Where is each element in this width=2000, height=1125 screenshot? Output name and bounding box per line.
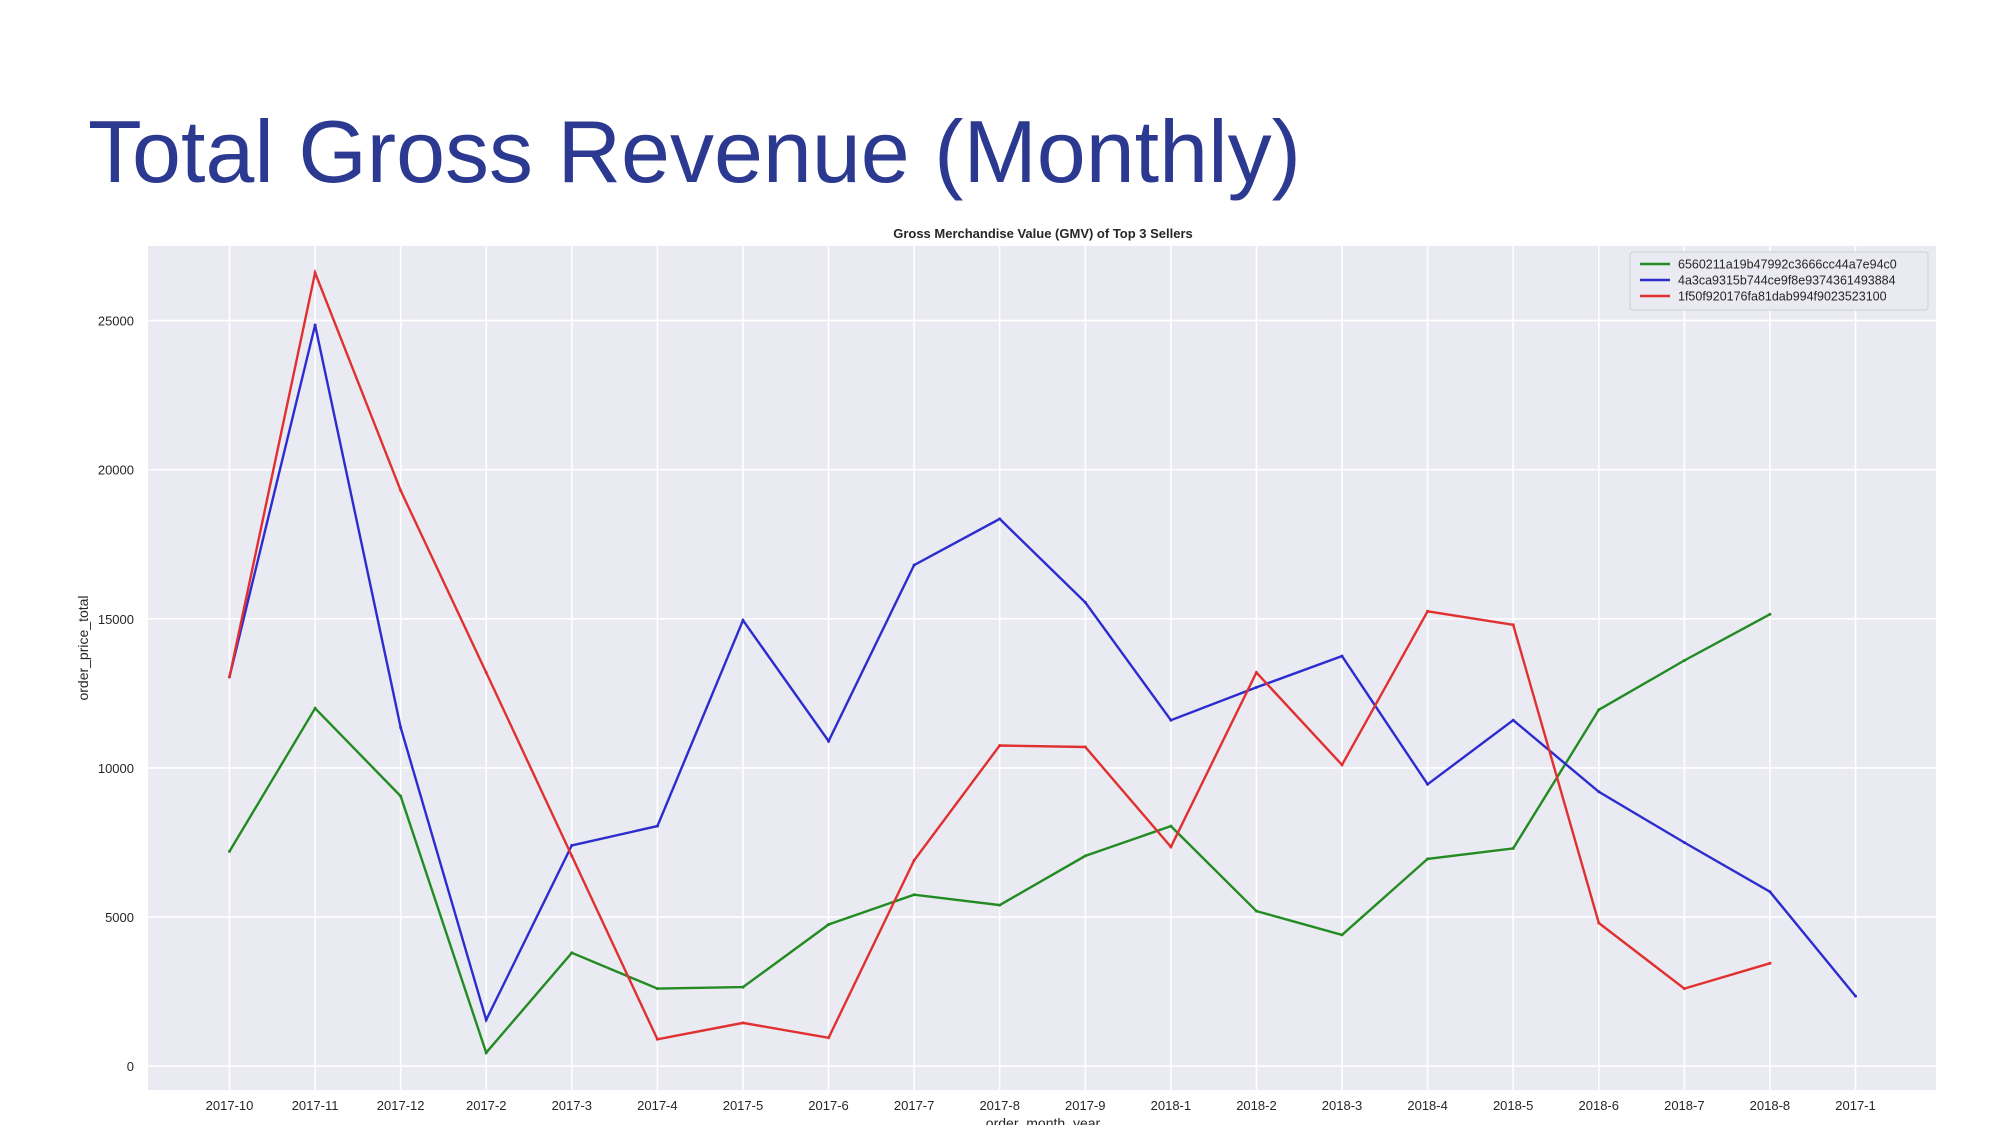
x-tick-label: 2017-11 (292, 1098, 339, 1113)
legend-box (1629, 251, 1929, 311)
x-tick-label: 2017-8 (979, 1098, 1019, 1113)
data-point-series-1 (484, 1051, 488, 1055)
data-point-series-3 (399, 489, 403, 493)
data-point-series-2 (1768, 890, 1772, 894)
x-tick-label: 2017-6 (808, 1098, 848, 1113)
data-point-series-1 (1169, 824, 1173, 828)
x-tick-label: 2017-1 (1835, 1098, 1875, 1113)
data-point-series-1 (313, 706, 317, 710)
data-point-series-2 (399, 726, 403, 730)
data-point-series-2 (998, 517, 1002, 521)
data-point-series-1 (912, 893, 916, 897)
data-point-series-1 (1597, 708, 1601, 712)
x-tick-label: 2017-9 (1065, 1098, 1105, 1113)
data-point-series-1 (1511, 846, 1515, 850)
data-point-series-1 (1083, 854, 1087, 858)
x-tick-label: 2018-2 (1236, 1098, 1276, 1113)
x-axis-label: order_month_year (986, 1115, 1101, 1125)
x-tick-label: 2018-4 (1407, 1098, 1447, 1113)
data-point-series-3 (827, 1036, 831, 1040)
data-point-series-1 (655, 987, 659, 991)
y-axis-label: order_price_total (75, 595, 91, 700)
data-point-series-1 (1426, 857, 1430, 861)
legend-label: 4a3ca9315b744ce9f8e9374361493884 (1678, 274, 1896, 288)
y-tick-label: 20000 (98, 463, 134, 478)
y-tick-label: 10000 (98, 761, 134, 776)
data-point-series-2 (1682, 841, 1686, 844)
data-point-series-2 (1511, 718, 1515, 722)
data-point-series-1 (570, 951, 574, 955)
data-point-series-3 (998, 744, 1002, 747)
data-point-series-3 (313, 271, 317, 275)
series-line-2 (228, 324, 1857, 1024)
data-point-series-1 (827, 923, 831, 926)
x-tick-label: 2017-5 (723, 1098, 763, 1113)
data-point-series-1 (1340, 933, 1344, 937)
x-tick-label: 2018-7 (1664, 1098, 1704, 1113)
x-tick-label: 2018-1 (1151, 1098, 1191, 1113)
data-point-series-2 (1340, 654, 1344, 658)
x-tick-label: 2017-2 (466, 1098, 506, 1113)
x-tick-label: 2018-5 (1493, 1098, 1533, 1113)
data-point-series-3 (570, 854, 574, 858)
data-point-series-2 (827, 739, 831, 743)
gmv-line-chart: 0 5000 10000 15000 20000 25000 2017-10 2017-11 2… (75, 226, 1936, 1125)
data-point-series-3 (1169, 845, 1173, 849)
data-point-series-3 (1511, 623, 1515, 627)
data-point-series-3 (1682, 987, 1686, 991)
x-tick-label: 2017-10 (206, 1098, 254, 1113)
data-point-series-3 (912, 858, 916, 862)
y-tick-label: 5000 (105, 910, 134, 925)
data-point-series-2 (1254, 685, 1258, 689)
data-point-series-3 (1083, 745, 1087, 749)
data-point-series-2 (1854, 994, 1857, 998)
data-point-series-1 (1682, 659, 1686, 662)
data-point-series-3 (1254, 671, 1258, 674)
data-point-series-2 (1169, 718, 1173, 722)
x-tick-label: 2018-6 (1579, 1098, 1619, 1113)
data-point-series-2 (313, 323, 317, 327)
data-point-series-2 (1083, 600, 1087, 604)
data-point-series-1 (998, 903, 1002, 907)
chart-title: Gross Merchandise Value (GMV) of Top 3 S… (893, 226, 1193, 241)
data-point-series-1 (1254, 909, 1258, 913)
data-point-series-1 (399, 794, 403, 798)
y-tick-label: 25000 (98, 314, 134, 329)
x-tick-label: 2018-8 (1750, 1098, 1790, 1113)
x-tick-label: 2018-3 (1322, 1098, 1362, 1113)
legend-label: 1f50f920176fa81dab994f9023523100 (1678, 290, 1887, 304)
x-tick-label: 2017-7 (894, 1098, 934, 1113)
data-point-series-2 (741, 618, 745, 622)
data-point-series-2 (912, 563, 916, 567)
x-tick-label: 2017-12 (377, 1098, 425, 1113)
data-point-series-1 (741, 985, 745, 989)
data-point-series-2 (484, 1018, 488, 1022)
data-point-series-1 (228, 849, 231, 853)
slide-title: Total Gross Revenue (Monthly) (88, 102, 1301, 201)
legend-label: 6560211a19b47992c3666cc44a7e94c0 (1678, 258, 1897, 272)
data-point-series-2 (1426, 782, 1430, 786)
data-point-series-3 (741, 1021, 745, 1025)
data-point-series-2 (655, 824, 659, 828)
data-point-series-3 (655, 1037, 659, 1041)
y-tick-label: 15000 (98, 612, 134, 627)
data-point-series-3 (228, 675, 231, 679)
y-tick-label: 0 (127, 1059, 134, 1074)
data-point-series-2 (1597, 790, 1601, 794)
data-point-series-3 (1340, 763, 1344, 767)
data-point-series-3 (484, 671, 488, 674)
x-tick-label: 2017-4 (637, 1098, 677, 1113)
data-point-series-3 (1768, 961, 1772, 965)
data-point-series-1 (1768, 612, 1772, 616)
data-point-series-3 (1426, 609, 1430, 613)
x-tick-label: 2017-3 (552, 1098, 592, 1113)
data-point-series-3 (1597, 921, 1601, 925)
data-point-series-2 (570, 843, 574, 847)
plot-area (148, 246, 1936, 1090)
